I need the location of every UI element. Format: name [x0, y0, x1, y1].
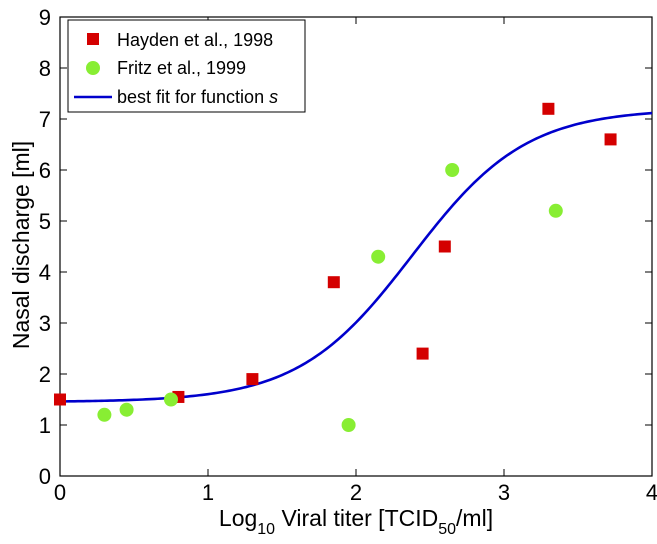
- data-point-fritz: [97, 407, 112, 422]
- y-axis-label: Nasal discharge [ml]: [8, 141, 34, 349]
- data-points-layer: [54, 102, 617, 432]
- x-axis-label-main: Viral titer [TCID: [275, 505, 438, 531]
- x-axis-label-main-subscript: 50: [438, 521, 456, 538]
- legend-label-fit-text: best fit for function: [117, 87, 269, 107]
- legend-label-fit-italic: s: [269, 87, 278, 107]
- x-tick-label: 1: [202, 480, 214, 505]
- legend-marker-fritz: [86, 61, 100, 75]
- y-tick-label: 1: [39, 413, 51, 438]
- x-tick-label: 0: [54, 480, 66, 505]
- data-point-hayden: [604, 133, 617, 146]
- data-point-hayden: [246, 373, 259, 386]
- legend: Hayden et al., 1998 Fritz et al., 1999 b…: [67, 19, 306, 113]
- x-axis-label-suffix: /ml]: [456, 505, 493, 531]
- y-tick-label: 8: [39, 56, 51, 81]
- data-point-hayden: [438, 240, 451, 253]
- data-point-fritz: [445, 163, 460, 177]
- y-tick-label: 2: [39, 362, 51, 387]
- x-tick-label: 2: [350, 480, 362, 505]
- legend-label-hayden: Hayden et al., 1998: [117, 30, 273, 50]
- data-point-fritz: [341, 418, 356, 432]
- data-point-hayden: [327, 276, 340, 289]
- y-tick-label: 9: [39, 5, 51, 30]
- data-point-fritz: [548, 203, 563, 218]
- data-point-fritz: [164, 392, 178, 407]
- y-tick-label: 7: [39, 107, 51, 132]
- x-tick-label: 3: [498, 480, 510, 505]
- x-axis-label-prefix-subscript: 10: [257, 521, 275, 538]
- ticks-layer: 0 1 2 3 4 0 1 2 3 4 5 6 7 8 9: [39, 5, 657, 505]
- x-axis-label: Log10 Viral titer [TCID50/ml]: [219, 505, 493, 538]
- y-tick-label: 6: [39, 158, 51, 183]
- data-point-fritz: [371, 249, 386, 264]
- y-tick-label: 4: [39, 260, 51, 285]
- y-tick-label: 5: [39, 209, 51, 234]
- fit-curve: [59, 111, 653, 403]
- legend-label-fritz: Fritz et al., 1999: [117, 58, 246, 78]
- data-point-fritz: [119, 402, 134, 417]
- x-tick-label: 4: [646, 480, 657, 505]
- y-tick-label: 3: [39, 311, 51, 336]
- data-point-hayden: [416, 347, 429, 360]
- y-tick-label: 0: [39, 464, 51, 489]
- legend-marker-hayden: [87, 33, 99, 45]
- data-point-hayden: [542, 102, 555, 115]
- legend-label-fit: best fit for function s: [117, 87, 278, 107]
- fit-curve-layer: [59, 111, 653, 403]
- data-point-hayden: [54, 393, 66, 406]
- x-axis-label-prefix: Log: [219, 505, 257, 531]
